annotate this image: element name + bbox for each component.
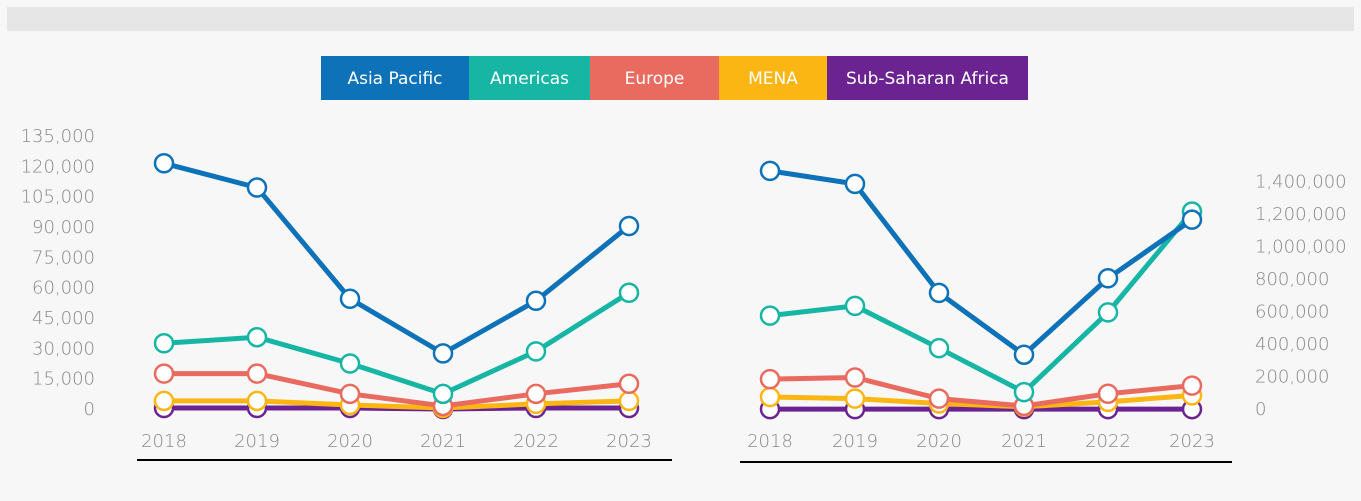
- data-point: [246, 363, 268, 384]
- series-line: [163, 160, 631, 356]
- data-point: [153, 390, 175, 412]
- series-line: [769, 168, 1194, 358]
- data-point: [1097, 267, 1119, 289]
- legend-swatch: [719, 56, 827, 100]
- x-tick-label: 2022: [1085, 431, 1131, 452]
- legend-swatch: [321, 56, 469, 100]
- data-point: [246, 390, 268, 412]
- data-point: [432, 343, 454, 364]
- legend-swatch: [827, 56, 1028, 100]
- x-tick-label: 2019: [832, 431, 878, 452]
- data-point: [339, 383, 361, 405]
- y-tick-label: 135,000: [21, 126, 95, 147]
- series-line: [769, 392, 1193, 410]
- legend-swatch: [590, 56, 719, 100]
- data-point: [844, 367, 866, 388]
- x-tick-label: 2020: [916, 431, 962, 452]
- data-point: [1013, 344, 1035, 365]
- y-tick-label: 400,000: [1255, 334, 1329, 355]
- data-point: [844, 173, 866, 195]
- data-point: [432, 383, 454, 405]
- data-point: [1181, 375, 1203, 396]
- y-tick-label: 0: [1255, 399, 1266, 420]
- series-line: [769, 209, 1194, 395]
- data-point: [844, 295, 866, 317]
- data-point: [618, 215, 640, 237]
- y-tick-label: 200,000: [1255, 366, 1329, 387]
- data-point: [759, 305, 781, 326]
- y-tick-label: 105,000: [21, 187, 95, 208]
- data-point: [246, 326, 268, 348]
- x-tick-label: 2020: [327, 431, 373, 452]
- data-point: [1181, 209, 1203, 230]
- data-point: [339, 288, 361, 310]
- data-point: [618, 282, 640, 303]
- top-strip: [7, 7, 1354, 31]
- legend-label: Europe: [625, 69, 685, 89]
- data-point: [153, 363, 175, 384]
- data-point: [928, 337, 950, 359]
- data-point: [153, 333, 175, 354]
- data-point: [759, 160, 781, 182]
- series-line: [163, 290, 631, 397]
- series-line: [769, 374, 1193, 409]
- data-point: [1097, 302, 1119, 323]
- y-tick-label: 30,000: [32, 338, 95, 359]
- data-point: [618, 390, 640, 412]
- data-point: [928, 282, 950, 304]
- y-tick-label: 0: [84, 399, 95, 420]
- series-line: [164, 398, 630, 411]
- legend-label: Asia Pacific: [347, 69, 442, 89]
- y-tick-label: 800,000: [1255, 269, 1329, 290]
- legend-label: Americas: [490, 69, 569, 89]
- data-point: [246, 177, 268, 198]
- y-tick-label: 15,000: [32, 369, 95, 390]
- x-tick-label: 2022: [513, 431, 559, 452]
- x-tick-label: 2021: [1001, 431, 1047, 452]
- y-tick-label: 75,000: [32, 247, 95, 268]
- x-tick-label: 2021: [420, 431, 466, 452]
- x-tick-label: 2018: [141, 431, 187, 452]
- data-point: [759, 386, 781, 408]
- data-point: [759, 368, 781, 390]
- data-point: [525, 290, 547, 312]
- y-tick-label: 1,400,000: [1255, 171, 1347, 192]
- data-point: [928, 388, 950, 409]
- data-point: [153, 153, 175, 174]
- series-line: [164, 371, 630, 409]
- y-tick-label: 45,000: [32, 308, 95, 329]
- data-point: [1013, 381, 1035, 403]
- data-point: [618, 373, 640, 394]
- x-tick-label: 2018: [747, 431, 793, 452]
- y-tick-label: 90,000: [32, 217, 95, 238]
- data-point: [339, 353, 361, 374]
- y-tick-label: 60,000: [32, 278, 95, 299]
- legend-label: Sub-Saharan Africa: [846, 69, 1009, 89]
- y-tick-label: 1,000,000: [1255, 236, 1347, 257]
- x-tick-label: 2019: [234, 431, 280, 452]
- y-tick-label: 120,000: [21, 156, 95, 177]
- data-point: [1097, 383, 1119, 404]
- x-tick-label: 2023: [606, 431, 652, 452]
- y-tick-label: 600,000: [1255, 301, 1329, 322]
- data-point: [525, 383, 547, 405]
- x-tick-label: 2023: [1169, 431, 1215, 452]
- legend-swatch: [469, 56, 590, 100]
- data-point: [844, 388, 866, 409]
- legend-label: MENA: [748, 69, 798, 89]
- y-tick-label: 1,200,000: [1255, 204, 1347, 225]
- data-point: [525, 341, 547, 362]
